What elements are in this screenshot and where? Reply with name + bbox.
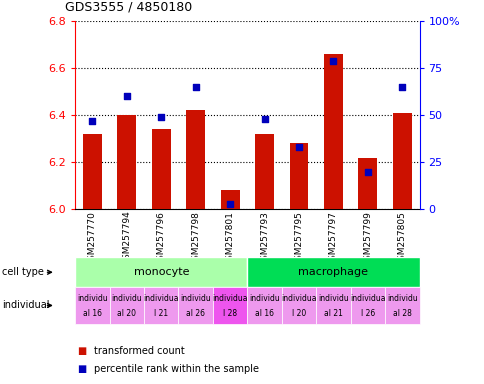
Bar: [151, 129, 170, 209]
Text: individu: individu: [180, 294, 211, 303]
Text: GDS3555 / 4850180: GDS3555 / 4850180: [65, 0, 192, 13]
Text: individu: individu: [77, 294, 107, 303]
Text: individua: individua: [212, 294, 247, 303]
Point: [363, 169, 371, 175]
Point: [226, 200, 233, 207]
Bar: [323, 54, 342, 209]
Text: individu: individu: [386, 294, 417, 303]
Text: al 28: al 28: [392, 309, 411, 318]
Bar: [220, 190, 239, 209]
Point: [329, 58, 336, 64]
Text: l 26: l 26: [360, 309, 374, 318]
Text: percentile rank within the sample: percentile rank within the sample: [93, 364, 258, 374]
Point: [294, 144, 302, 150]
Text: individu: individu: [249, 294, 279, 303]
Bar: [358, 157, 377, 209]
Text: al 26: al 26: [186, 309, 205, 318]
Point: [260, 116, 268, 122]
Bar: [117, 115, 136, 209]
Text: ■: ■: [77, 364, 87, 374]
Point: [122, 93, 130, 99]
Text: individual: individual: [2, 300, 50, 311]
Text: transformed count: transformed count: [93, 346, 184, 356]
Text: individua: individua: [349, 294, 385, 303]
Text: al 20: al 20: [117, 309, 136, 318]
Point: [397, 84, 405, 90]
Bar: [289, 143, 308, 209]
Point: [157, 114, 165, 120]
Text: al 16: al 16: [83, 309, 102, 318]
Text: l 28: l 28: [223, 309, 237, 318]
Point: [88, 118, 96, 124]
Text: ■: ■: [77, 346, 87, 356]
Point: [191, 84, 199, 90]
Text: l 21: l 21: [154, 309, 168, 318]
Text: individu: individu: [111, 294, 142, 303]
Bar: [255, 134, 273, 209]
Bar: [83, 134, 102, 209]
Text: individua: individua: [143, 294, 179, 303]
Text: macrophage: macrophage: [298, 267, 368, 277]
Text: individua: individua: [281, 294, 316, 303]
Text: al 21: al 21: [323, 309, 342, 318]
Text: individu: individu: [318, 294, 348, 303]
Text: cell type: cell type: [2, 267, 44, 277]
Bar: [186, 111, 205, 209]
Text: l 20: l 20: [291, 309, 305, 318]
Bar: [392, 113, 411, 209]
Text: monocyte: monocyte: [133, 267, 189, 277]
Text: al 16: al 16: [255, 309, 273, 318]
